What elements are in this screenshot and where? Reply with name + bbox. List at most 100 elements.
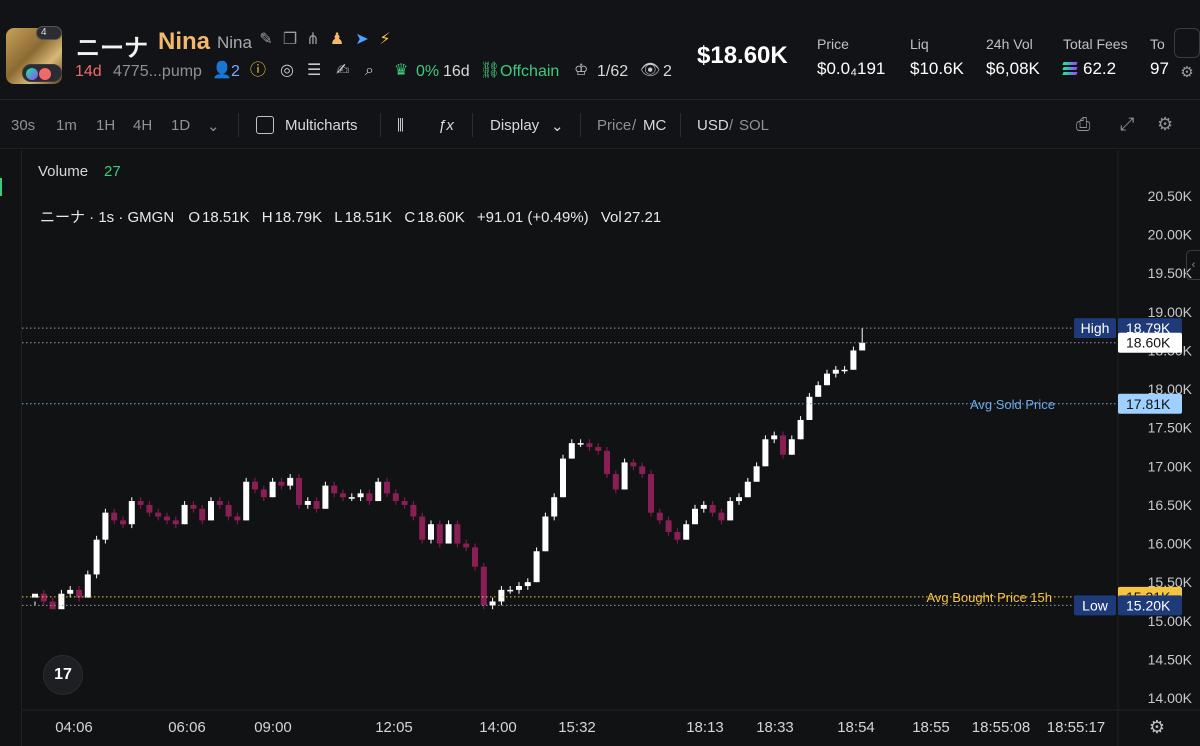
indicators-icon[interactable]: ƒx xyxy=(438,117,454,134)
mc-toggle[interactable]: MC xyxy=(643,117,667,134)
candle-body xyxy=(137,501,144,505)
chart-canvas[interactable]: 20.50K20.00K19.50K19.00K18.50K18.00K17.5… xyxy=(22,150,1200,746)
candle-body xyxy=(76,589,82,598)
tradingview-logo[interactable]: 17 xyxy=(43,655,83,695)
token-symbol-cjk: ニーナ xyxy=(76,35,148,62)
contract-address[interactable]: 4775...pump xyxy=(113,63,202,80)
candle-body xyxy=(621,462,628,490)
y-tick-label: 17.50K xyxy=(1148,420,1193,436)
community-icon[interactable]: ♟ xyxy=(329,31,345,48)
display-chevron-icon[interactable]: ⌄ xyxy=(551,118,564,135)
header-settings-icon[interactable]: ⚙ xyxy=(1180,64,1194,81)
legend-low: 18.51K xyxy=(344,209,393,226)
toolbar-divider xyxy=(472,113,473,137)
y-tick-label: 16.00K xyxy=(1148,536,1193,552)
candle-type-icon[interactable]: ⫼ xyxy=(397,117,404,134)
share-icon[interactable]: ⋔ xyxy=(306,31,320,48)
candle-body xyxy=(401,501,408,505)
candle-body xyxy=(674,531,681,540)
y-tick-label: 15.00K xyxy=(1148,613,1193,629)
candle-body xyxy=(102,512,109,540)
candle-body xyxy=(683,524,690,540)
axis-settings-icon[interactable]: ⚙ xyxy=(1148,717,1166,737)
candle-body xyxy=(410,504,417,517)
stat-fees-label: Total Fees xyxy=(1063,36,1128,52)
chart-settings-icon[interactable]: ⚙ xyxy=(1157,114,1174,134)
price-tag: 15.20K xyxy=(1126,597,1171,613)
y-tick-label: 20.50K xyxy=(1148,188,1193,204)
multicharts-checkbox[interactable] xyxy=(256,116,274,134)
search-icon[interactable]: ⌕ xyxy=(365,62,374,79)
interval-1h[interactable]: 1H xyxy=(96,117,116,134)
copy-icon[interactable]: ❐ xyxy=(282,31,298,48)
candle-body xyxy=(128,501,135,525)
rail-active-indicator xyxy=(0,178,2,196)
candle-body xyxy=(727,501,734,521)
candle-body xyxy=(436,524,443,544)
list-icon[interactable]: ☰ xyxy=(307,62,322,79)
fullscreen-icon[interactable]: ⤢ xyxy=(1120,114,1135,134)
candle-body xyxy=(111,512,118,521)
candle-body xyxy=(190,504,197,509)
interval-4h[interactable]: 4H xyxy=(133,117,153,134)
lightning-icon[interactable]: ⚡ xyxy=(379,31,391,48)
holders-count: 2 xyxy=(231,63,240,80)
candle-body xyxy=(146,504,153,513)
note-icon[interactable]: ✍ xyxy=(336,62,350,79)
y-tick-label: 16.50K xyxy=(1148,497,1193,513)
candle-body xyxy=(771,435,778,440)
candle-body xyxy=(304,501,311,505)
usd-sol-separator: / xyxy=(729,117,734,134)
candle-body xyxy=(656,512,663,521)
website-icon[interactable]: ◎ xyxy=(280,62,294,79)
interval-1d[interactable]: 1D xyxy=(171,117,191,134)
candle-body xyxy=(841,369,848,372)
y-tick-label: 15.50K xyxy=(1148,574,1193,590)
volume-value: 27 xyxy=(104,163,121,180)
candle-body xyxy=(788,439,795,455)
candle-body xyxy=(366,493,373,502)
legend-vol: 27.21 xyxy=(623,209,662,226)
candle-body xyxy=(155,512,162,517)
interval-dropdown-icon[interactable]: ⌄ xyxy=(207,118,220,135)
candle-body xyxy=(753,466,760,482)
y-tick-label: 19.50K xyxy=(1148,265,1193,281)
candle-body xyxy=(260,489,267,498)
usd-toggle[interactable]: USD xyxy=(697,117,729,134)
legend-high: 18.79K xyxy=(274,209,323,226)
candle-body xyxy=(762,439,769,467)
candle-body xyxy=(489,601,496,606)
interval-30s[interactable]: 30s xyxy=(11,117,36,134)
volume-label: Volume xyxy=(38,163,89,180)
camera-icon[interactable]: ⎙ xyxy=(1076,114,1091,134)
copy-window-button[interactable] xyxy=(1174,28,1200,58)
candle-body xyxy=(639,466,646,475)
candle-body xyxy=(243,481,250,521)
warning-icon[interactable]: ⓘ xyxy=(250,62,267,79)
telegram-icon[interactable]: ➤ xyxy=(355,31,369,48)
edit-icon[interactable]: ✎ xyxy=(259,31,273,48)
candle-body xyxy=(331,485,338,494)
multicharts-label[interactable]: Multicharts xyxy=(285,117,358,134)
price-toggle[interactable]: Price xyxy=(597,117,632,134)
candle-body xyxy=(709,504,716,513)
stat-vol-label: 24h Vol xyxy=(986,36,1033,52)
candle-body xyxy=(181,504,188,525)
stat-price-label: Price xyxy=(817,36,849,52)
candle-body xyxy=(428,524,434,540)
holders-icon: 👤 xyxy=(212,62,232,79)
candle-body xyxy=(498,589,505,602)
stat-liq-value: $10.6K xyxy=(910,59,964,78)
solana-fees-icon xyxy=(1062,62,1078,76)
candle-body xyxy=(225,504,232,517)
display-button[interactable]: Display xyxy=(490,117,540,134)
price-chart[interactable]: 20.50K20.00K19.50K19.00K18.50K18.00K17.5… xyxy=(22,150,1200,746)
top10-icon: ♛ xyxy=(394,62,409,79)
collapse-panel-icon[interactable]: ‹ xyxy=(1186,250,1200,280)
candle-body xyxy=(612,474,619,490)
sol-toggle[interactable]: SOL xyxy=(739,117,770,134)
candle-body xyxy=(604,450,610,475)
interval-1m[interactable]: 1m xyxy=(56,117,77,134)
candle-body xyxy=(692,508,698,525)
x-tick-label: 18:33 xyxy=(756,719,794,736)
